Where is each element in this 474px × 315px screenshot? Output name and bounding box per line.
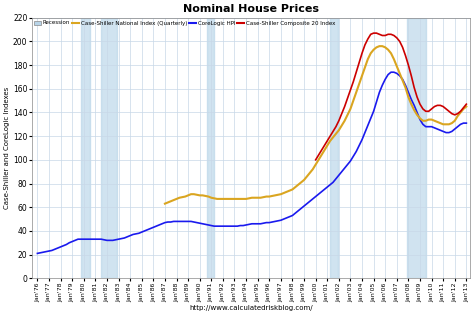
Title: Nominal House Prices: Nominal House Prices [182,4,319,14]
Bar [407,18,426,278]
X-axis label: http://www.calculatedriskblog.com/: http://www.calculatedriskblog.com/ [189,305,312,311]
Y-axis label: Case-Shiller and CoreLogic Indexes: Case-Shiller and CoreLogic Indexes [4,87,10,209]
Bar [81,18,90,278]
Bar [101,18,118,278]
Bar [207,18,214,278]
Bar [329,18,337,278]
Legend: Recession, Case-Shiller National Index (Quarterly), CoreLogic HPI, Case-Shiller : Recession, Case-Shiller National Index (… [35,20,335,26]
